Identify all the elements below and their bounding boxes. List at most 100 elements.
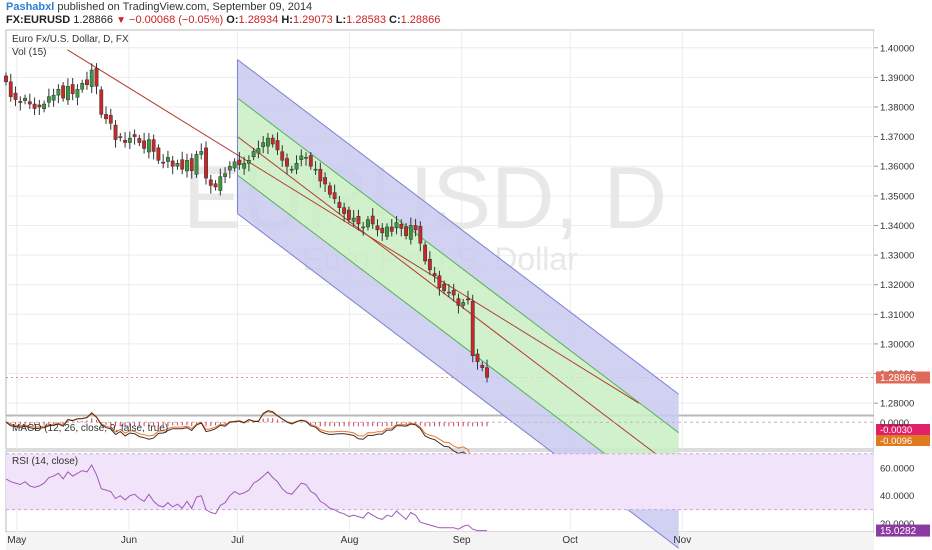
candle xyxy=(342,202,347,222)
candle-body xyxy=(418,226,423,244)
candle-body xyxy=(446,291,451,294)
candle-body xyxy=(156,147,161,161)
candle-body xyxy=(442,283,447,291)
candle xyxy=(85,71,89,90)
candle xyxy=(385,223,389,240)
candle-body xyxy=(423,244,428,262)
price-axis[interactable] xyxy=(874,30,932,532)
macd-badge-text: -0.0030 xyxy=(880,425,912,436)
candle xyxy=(351,210,356,227)
candle-body xyxy=(189,158,194,171)
time-tick-label: Aug xyxy=(341,535,359,546)
candle xyxy=(399,219,404,237)
candle xyxy=(61,82,66,102)
candle xyxy=(151,134,156,160)
candle xyxy=(285,153,289,175)
rsi-line xyxy=(5,464,487,532)
candle xyxy=(370,207,375,230)
open-label: O: xyxy=(226,14,239,26)
symbol-label[interactable]: FX:EURUSD xyxy=(6,14,71,26)
candle-body xyxy=(370,215,375,225)
publish-info: published on TradingView.com, September … xyxy=(57,1,313,13)
candle-body xyxy=(294,163,299,170)
candle-body xyxy=(175,163,180,167)
candle xyxy=(194,150,199,178)
candle xyxy=(89,63,94,94)
candle xyxy=(113,120,118,148)
candle-body xyxy=(304,157,308,159)
macd-zero-tick: 0.0000 xyxy=(880,418,909,429)
candle-body xyxy=(361,226,366,229)
candle-body xyxy=(437,275,442,288)
candle-body xyxy=(99,89,104,115)
candle xyxy=(446,284,451,298)
candle xyxy=(346,206,351,224)
candle-body xyxy=(208,179,213,186)
low-label: L: xyxy=(335,14,347,26)
candle xyxy=(404,223,408,240)
price-tick-label: 1.34000 xyxy=(880,221,914,232)
candle-body xyxy=(237,159,242,165)
chart-title: Euro Fx/U.S. Dollar, D, FX xyxy=(12,34,129,45)
candle-body xyxy=(346,209,351,220)
signal-badge-text: -0.0096 xyxy=(880,436,912,447)
signal-badge: -0.0096 xyxy=(876,435,930,447)
candle xyxy=(227,161,232,179)
candle-body xyxy=(404,226,408,237)
candle-body xyxy=(170,160,175,167)
time-tick-label: Sep xyxy=(453,535,471,546)
candle-body xyxy=(223,173,227,177)
candle-body xyxy=(375,225,380,231)
candle-body xyxy=(70,84,75,94)
candle xyxy=(266,133,270,155)
candle-body xyxy=(385,226,389,237)
candle-body xyxy=(318,168,323,182)
candle xyxy=(470,294,475,363)
candle xyxy=(308,152,313,170)
candle xyxy=(456,293,461,314)
candle xyxy=(80,79,85,93)
candle xyxy=(8,73,13,102)
time-axis[interactable] xyxy=(6,532,874,550)
rsi-badge-text: 15.0282 xyxy=(880,526,917,537)
candle xyxy=(166,150,170,169)
candle-body xyxy=(142,140,147,149)
candle xyxy=(46,88,51,108)
candle-body xyxy=(289,168,294,171)
price-tick-label: 1.40000 xyxy=(880,43,914,54)
candle-body xyxy=(394,222,399,229)
chart-canvas[interactable]: EURUSD, D Euro Fx/U.S. Dollar 60.000040.… xyxy=(0,28,932,550)
candle xyxy=(313,161,318,175)
publish-line: Pashabxl published on TradingView.com, S… xyxy=(6,1,312,13)
candle xyxy=(170,155,175,175)
rsi-band xyxy=(6,453,874,510)
time-axis-labels: May Jun Jul Aug Sep Oct Nov xyxy=(7,535,691,546)
candle xyxy=(23,94,27,105)
candle xyxy=(27,93,32,110)
trend-line[interactable] xyxy=(67,49,640,404)
candle xyxy=(461,298,466,309)
price-tick-label: 1.32000 xyxy=(880,280,914,291)
author-link[interactable]: Pashabxl xyxy=(6,1,55,13)
candle xyxy=(242,156,247,175)
candle xyxy=(218,168,223,196)
candle-body xyxy=(199,151,204,155)
candle-body xyxy=(327,185,332,195)
price-tick-label: 1.31000 xyxy=(880,310,914,321)
candle-body xyxy=(413,225,418,231)
candle xyxy=(189,153,194,179)
candle-body xyxy=(475,353,480,362)
candle xyxy=(380,223,385,241)
candle xyxy=(232,158,237,172)
candle xyxy=(104,106,108,124)
candle xyxy=(408,217,413,245)
candle xyxy=(251,147,256,161)
candle-body xyxy=(127,137,132,143)
last-price: 1.28866 xyxy=(73,14,113,26)
candle xyxy=(299,149,304,167)
macd-line xyxy=(5,410,488,470)
rsi-tick-label: 40.0000 xyxy=(880,491,914,502)
candle-body xyxy=(451,290,456,296)
candle xyxy=(118,133,123,142)
candle-body xyxy=(380,227,385,234)
